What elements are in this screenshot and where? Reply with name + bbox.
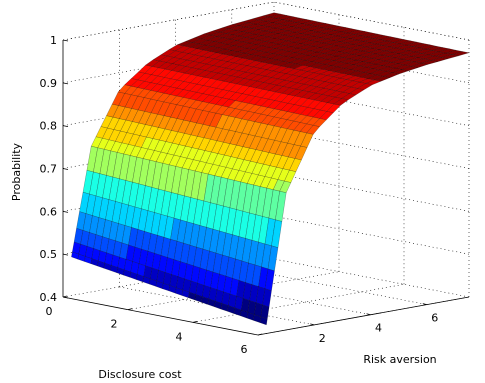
z-tick-label: 0.7 — [40, 163, 58, 176]
z-tick-mark — [62, 168, 69, 170]
x-axis-line — [62, 296, 259, 336]
y-tick-mark — [366, 313, 371, 316]
z-axis-ticks: 0.4 0.5 0.6 0.7 0.8 0.9 1 — [40, 34, 69, 304]
z-tick-label: 0.5 — [40, 248, 58, 261]
z-tick-mark — [62, 253, 69, 256]
z-tick-mark — [62, 125, 69, 128]
y-tick-mark — [422, 303, 427, 305]
z-tick-mark — [62, 39, 69, 42]
z-tick-label: 1 — [50, 34, 57, 47]
z-tick-label: 0.8 — [40, 120, 58, 133]
y-tick-mark — [310, 323, 315, 326]
y-tick-label: 6 — [431, 312, 438, 325]
x-tick-mark — [257, 333, 263, 336]
x-tick-label: 4 — [176, 330, 183, 343]
z-tick-label: 0.6 — [40, 205, 58, 218]
surface-patch — [259, 316, 268, 326]
y-tick-label: 2 — [319, 332, 326, 345]
z-tick-mark — [62, 82, 69, 85]
z-tick-mark — [62, 210, 69, 213]
y-axis-label: Risk aversion — [363, 353, 436, 366]
x-tick-label: 2 — [111, 318, 118, 331]
y-tick-label: 4 — [375, 322, 382, 335]
x-tick-mark — [127, 308, 133, 311]
z-tick-label: 0.4 — [40, 291, 58, 304]
x-tick-label: 0 — [46, 305, 53, 318]
x-tick-mark — [62, 295, 68, 298]
x-tick-mark — [192, 320, 198, 323]
y-axis-line — [257, 296, 470, 336]
z-tick-label: 0.9 — [40, 77, 58, 90]
x-tick-label: 6 — [241, 343, 248, 356]
surface — [71, 12, 470, 326]
x-axis-ticks: 0 2 4 6 — [46, 295, 263, 356]
x-axis-label: Disclosure cost — [98, 368, 182, 381]
z-axis-label: Probability — [10, 142, 23, 201]
y-axis-ticks: 2 4 6 — [310, 303, 438, 345]
